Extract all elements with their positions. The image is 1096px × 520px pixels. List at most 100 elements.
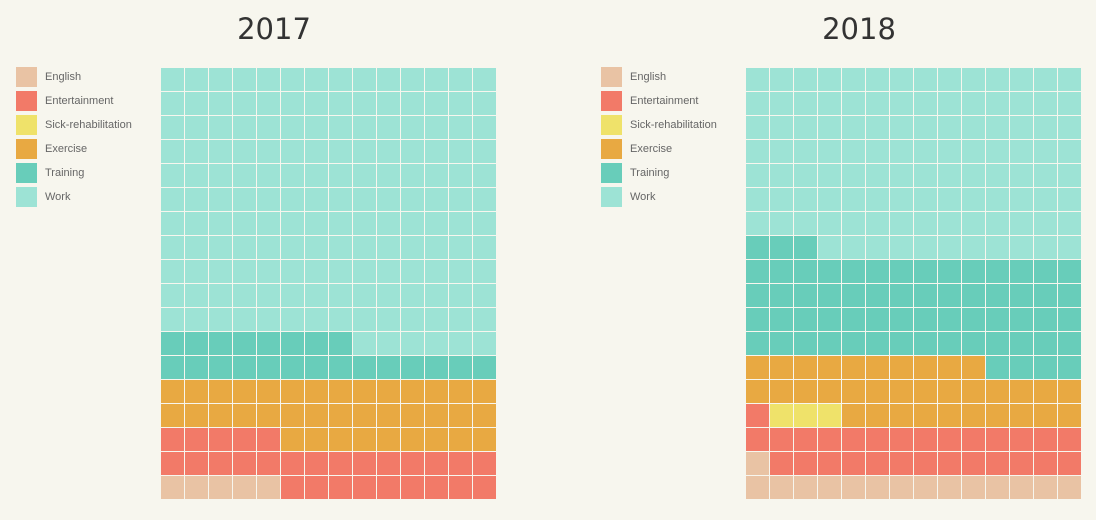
waffle-cell-work bbox=[233, 308, 256, 331]
waffle-cell-work bbox=[425, 236, 448, 259]
waffle-cell-training bbox=[794, 332, 817, 355]
waffle-cell-training bbox=[257, 332, 280, 355]
waffle-cell-work bbox=[401, 284, 424, 307]
waffle-cell-entertainment bbox=[818, 428, 841, 451]
waffle-cell-exercise bbox=[866, 356, 889, 379]
waffle-cell-work bbox=[353, 188, 376, 211]
waffle-cell-work bbox=[770, 68, 793, 91]
waffle-cell-entertainment bbox=[986, 452, 1009, 475]
waffle-cell-training bbox=[842, 308, 865, 331]
waffle-cell-work bbox=[1034, 188, 1057, 211]
waffle-cell-work bbox=[449, 308, 472, 331]
waffle-cell-training bbox=[842, 332, 865, 355]
waffle-cell-work bbox=[281, 188, 304, 211]
waffle-cell-work bbox=[425, 308, 448, 331]
waffle-cell-work bbox=[473, 308, 496, 331]
waffle-cell-training bbox=[938, 308, 961, 331]
waffle-cell-exercise bbox=[962, 356, 985, 379]
waffle-cell-english bbox=[1058, 476, 1081, 499]
waffle-cell-work bbox=[161, 68, 184, 91]
waffle-cell-training bbox=[353, 356, 376, 379]
waffle-cell-work bbox=[329, 68, 352, 91]
waffle-cell-training bbox=[938, 332, 961, 355]
waffle-cell-work bbox=[185, 116, 208, 139]
waffle-cell-entertainment bbox=[449, 452, 472, 475]
waffle-cell-work bbox=[209, 308, 232, 331]
waffle-cell-exercise bbox=[1034, 380, 1057, 403]
waffle-cell-work bbox=[209, 116, 232, 139]
waffle-cell-exercise bbox=[329, 404, 352, 427]
waffle-cell-work bbox=[986, 164, 1009, 187]
waffle-cell-work bbox=[866, 212, 889, 235]
waffle-cell-work bbox=[473, 116, 496, 139]
waffle-cell-work bbox=[962, 140, 985, 163]
waffle-cell-work bbox=[890, 68, 913, 91]
waffle-cell-training bbox=[986, 356, 1009, 379]
waffle-cell-training bbox=[473, 356, 496, 379]
waffle-cell-exercise bbox=[890, 380, 913, 403]
waffle-cell-work bbox=[377, 212, 400, 235]
waffle-cell-work bbox=[1010, 92, 1033, 115]
waffle-cell-work bbox=[746, 188, 769, 211]
waffle-cell-work bbox=[1058, 92, 1081, 115]
waffle-cell-work bbox=[866, 236, 889, 259]
waffle-cell-work bbox=[257, 236, 280, 259]
waffle-cell-work bbox=[185, 260, 208, 283]
waffle-cell-work bbox=[473, 332, 496, 355]
legend: English Entertainment Sick-rehabilitation E… bbox=[601, 67, 717, 211]
waffle-cell-work bbox=[962, 236, 985, 259]
waffle-cell-work bbox=[473, 92, 496, 115]
waffle-cell-exercise bbox=[746, 380, 769, 403]
waffle-cell-work bbox=[449, 116, 472, 139]
waffle-cell-exercise bbox=[914, 356, 937, 379]
waffle-cell-work bbox=[425, 68, 448, 91]
waffle-cell-work bbox=[401, 92, 424, 115]
waffle-cell-work bbox=[770, 92, 793, 115]
waffle-cell-work bbox=[257, 284, 280, 307]
waffle-cell-work bbox=[866, 68, 889, 91]
waffle-cell-work bbox=[818, 188, 841, 211]
waffle-cell-work bbox=[257, 260, 280, 283]
waffle-cell-english bbox=[890, 476, 913, 499]
waffle-cell-work bbox=[746, 116, 769, 139]
waffle-cell-work bbox=[209, 284, 232, 307]
waffle-cell-work bbox=[986, 68, 1009, 91]
waffle-cell-work bbox=[377, 140, 400, 163]
legend-item: Sick-rehabilitation bbox=[16, 115, 132, 135]
waffle-cell-training bbox=[377, 356, 400, 379]
waffle-cell-entertainment bbox=[305, 476, 328, 499]
waffle-cell-entertainment bbox=[257, 428, 280, 451]
waffle-cell-work bbox=[305, 260, 328, 283]
waffle-cell-entertainment bbox=[1058, 428, 1081, 451]
waffle-cell-work bbox=[866, 188, 889, 211]
waffle-cell-training bbox=[1058, 308, 1081, 331]
waffle-cell-entertainment bbox=[401, 476, 424, 499]
waffle-cell-work bbox=[233, 260, 256, 283]
waffle-cell-work bbox=[185, 308, 208, 331]
waffle-cell-work bbox=[938, 236, 961, 259]
legend-item: Training bbox=[16, 163, 132, 183]
waffle-cell-exercise bbox=[938, 380, 961, 403]
legend: English Entertainment Sick-rehabilitation E… bbox=[16, 67, 132, 211]
waffle-cell-work bbox=[962, 212, 985, 235]
waffle-cell-work bbox=[401, 140, 424, 163]
waffle-cell-exercise bbox=[962, 380, 985, 403]
waffle-cell-work bbox=[185, 68, 208, 91]
waffle-cell-work bbox=[938, 68, 961, 91]
waffle-cell-work bbox=[449, 68, 472, 91]
waffle-cell-sick-rehabilitation bbox=[770, 404, 793, 427]
waffle-cell-work bbox=[1034, 116, 1057, 139]
waffle-cell-entertainment bbox=[209, 452, 232, 475]
waffle-cell-work bbox=[161, 164, 184, 187]
waffle-cell-entertainment bbox=[257, 452, 280, 475]
legend-swatch bbox=[16, 91, 37, 111]
waffle-cell-training bbox=[866, 332, 889, 355]
waffle-cell-training bbox=[1058, 332, 1081, 355]
waffle-cell-work bbox=[401, 68, 424, 91]
waffle-cell-training bbox=[257, 356, 280, 379]
waffle-cell-work bbox=[1010, 236, 1033, 259]
waffle-cell-work bbox=[890, 212, 913, 235]
waffle-cell-exercise bbox=[986, 380, 1009, 403]
waffle-cell-work bbox=[449, 332, 472, 355]
waffle-cell-training bbox=[1010, 356, 1033, 379]
